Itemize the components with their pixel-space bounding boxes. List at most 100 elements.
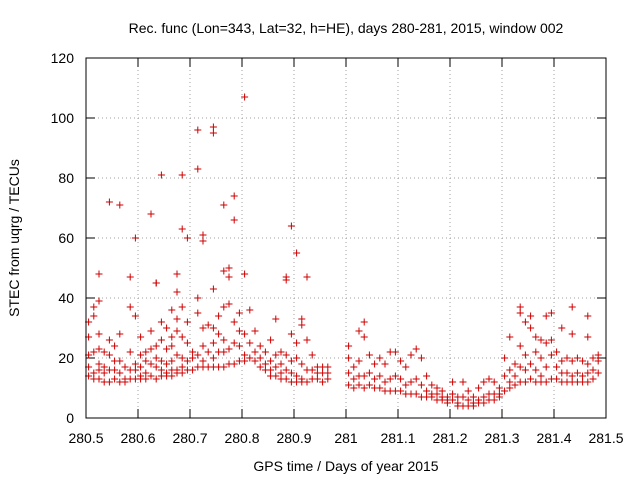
- data-point: [163, 345, 171, 353]
- data-point: [397, 387, 405, 395]
- data-point: [428, 381, 436, 389]
- data-point: [272, 315, 280, 323]
- data-point: [209, 123, 217, 131]
- data-point: [303, 336, 311, 344]
- data-point: [178, 225, 186, 233]
- data-point: [298, 315, 306, 323]
- data-point: [235, 309, 243, 317]
- y-tick-label: 120: [51, 50, 75, 66]
- data-point: [355, 381, 363, 389]
- data-point: [516, 309, 524, 317]
- data-point: [277, 348, 285, 356]
- data-point: [183, 357, 191, 365]
- data-point: [111, 375, 119, 383]
- axis-ticks: 0 20 40 60 80 100 120 280.5 280.6 280.7 280.8 280.9…: [51, 50, 624, 446]
- data-point: [105, 198, 113, 206]
- x-tick-label: 281.5: [588, 430, 623, 446]
- data-point: [137, 363, 145, 371]
- data-point: [433, 390, 441, 398]
- data-point: [397, 375, 405, 383]
- data-point: [126, 273, 134, 281]
- data-point: [204, 321, 212, 329]
- data-point: [168, 306, 176, 314]
- data-point: [209, 285, 217, 293]
- data-point: [490, 378, 498, 386]
- data-point: [116, 369, 124, 377]
- data-point: [225, 345, 233, 353]
- data-point: [241, 93, 249, 101]
- data-point: [568, 357, 576, 365]
- data-point: [516, 303, 524, 311]
- data-point: [324, 375, 332, 383]
- data-point: [178, 354, 186, 362]
- data-point: [230, 360, 238, 368]
- data-point: [194, 351, 202, 359]
- data-point: [173, 270, 181, 278]
- data-point: [355, 357, 363, 365]
- data-point: [199, 231, 207, 239]
- data-point: [225, 264, 233, 272]
- data-point: [527, 360, 535, 368]
- data-point: [287, 222, 295, 230]
- data-point: [423, 372, 431, 380]
- x-tick-label: 280.9: [276, 430, 311, 446]
- data-point: [178, 333, 186, 341]
- data-point: [495, 384, 503, 392]
- x-tick-label: 281: [334, 430, 358, 446]
- data-point: [137, 351, 145, 359]
- plot-frame: [85, 57, 607, 419]
- data-point: [386, 375, 394, 383]
- data-point: [558, 324, 566, 332]
- data-point: [199, 324, 207, 332]
- data-point: [537, 372, 545, 380]
- data-point: [443, 399, 451, 407]
- data-point: [350, 384, 358, 392]
- data-point: [319, 378, 327, 386]
- data-point: [542, 339, 550, 347]
- data-point: [287, 369, 295, 377]
- data-point: [199, 342, 207, 350]
- data-point: [402, 381, 410, 389]
- data-point: [147, 360, 155, 368]
- data-point: [480, 393, 488, 401]
- data-point: [480, 378, 488, 386]
- data-point: [537, 336, 545, 344]
- data-point: [516, 342, 524, 350]
- data-point: [407, 351, 415, 359]
- data-point: [168, 357, 176, 365]
- data-point: [376, 384, 384, 392]
- data-point: [459, 378, 467, 386]
- data-point: [251, 327, 259, 335]
- data-point: [194, 294, 202, 302]
- data-point: [542, 363, 550, 371]
- data-point: [142, 357, 150, 365]
- data-point: [100, 348, 108, 356]
- data-point: [501, 372, 509, 380]
- data-point: [584, 369, 592, 377]
- data-point: [376, 354, 384, 362]
- data-point: [105, 336, 113, 344]
- data-point: [568, 372, 576, 380]
- data-point: [90, 303, 98, 311]
- data-point: [594, 357, 602, 365]
- data-point: [111, 366, 119, 374]
- data-point: [121, 378, 129, 386]
- data-point: [365, 381, 373, 389]
- data-point: [303, 273, 311, 281]
- data-point: [438, 387, 446, 395]
- data-point: [126, 348, 134, 356]
- y-tick-label: 100: [51, 110, 75, 126]
- data-point: [563, 369, 571, 377]
- data-point: [241, 330, 249, 338]
- data-point: [464, 387, 472, 395]
- data-point: [594, 351, 602, 359]
- data-point: [449, 390, 457, 398]
- data-point: [501, 354, 509, 362]
- x-axis-label: GPS time / Days of year 2015: [253, 458, 438, 474]
- data-point: [558, 357, 566, 365]
- data-point: [584, 360, 592, 368]
- data-point: [532, 348, 540, 356]
- data-point: [542, 312, 550, 320]
- data-point: [173, 288, 181, 296]
- data-point: [131, 366, 139, 374]
